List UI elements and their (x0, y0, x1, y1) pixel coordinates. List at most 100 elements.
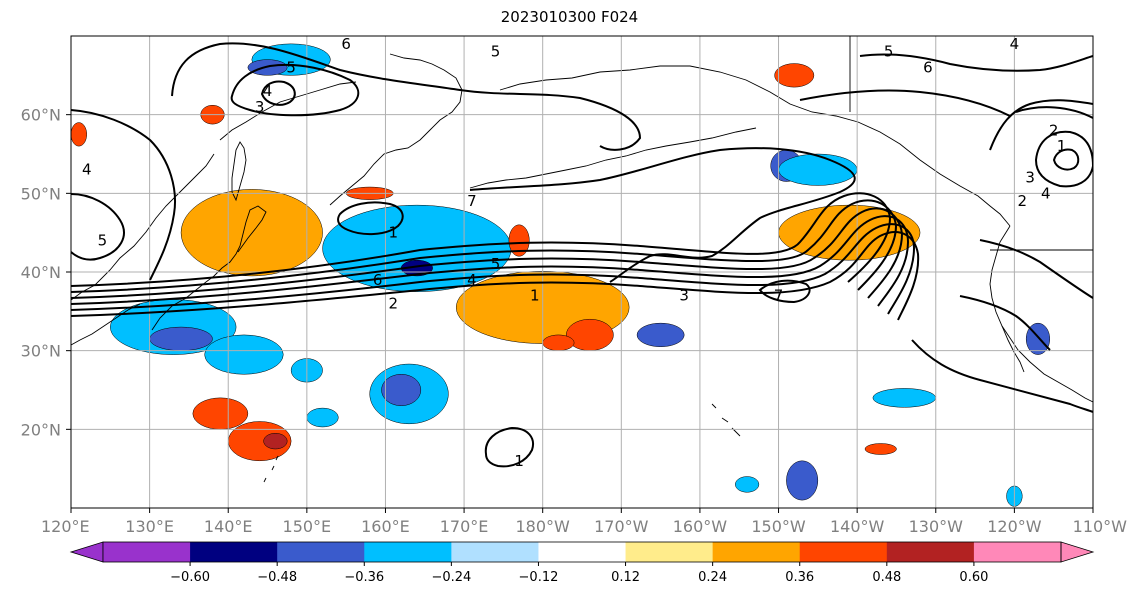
shade-south-red-b (263, 433, 288, 450)
contour-label-22: 3 (679, 287, 689, 305)
coastline-guam-chain (263, 455, 279, 483)
contour-label-23: 7 (774, 287, 784, 305)
contour-label-21: 2 (389, 294, 399, 312)
lat-tick-label-0: 20°N (21, 420, 61, 439)
colorbar-label-8: 0.48 (872, 570, 901, 585)
shade-sw-blue (872, 388, 937, 408)
colorbar-label-3: −0.24 (431, 570, 471, 585)
lon-tick-label-5: 170°E (440, 517, 489, 536)
colorbar-label-4: −0.12 (519, 570, 559, 585)
lon-tick-label-7: 170°W (594, 517, 649, 536)
shade-japan-blue-core (149, 326, 213, 351)
contour-north-pacific (171, 42, 642, 151)
shade-se-blue (786, 460, 819, 501)
contour-east-2 (989, 99, 1093, 151)
shade-mid-orange-small (508, 224, 530, 257)
contour-label-2: 4 (263, 82, 273, 100)
lat-tick-label-2: 40°N (21, 263, 61, 282)
shade-nw-orange (71, 122, 87, 147)
latitude-ticks: 20°N 30°N 40°N 50°N 60°N (21, 106, 71, 439)
coastline-okhotsk (219, 81, 357, 141)
contour-label-15: 7 (467, 192, 477, 210)
lon-tick-label-6: 180°W (516, 517, 571, 536)
colorbar-bin-10 (973, 542, 1062, 562)
shade-east-orange-b (542, 334, 575, 351)
lon-tick-label-2: 140°E (204, 517, 253, 536)
contour-label-18: 5 (491, 255, 501, 273)
colorbar-label-5: 0.12 (611, 570, 640, 585)
colorbar-bin-9 (886, 542, 975, 562)
contour-jet-5 (71, 199, 898, 293)
contour-east-low (1034, 130, 1093, 188)
coastline-sakhalin (231, 141, 247, 202)
colorbar-bin-4 (451, 542, 539, 562)
coastline-north-america (989, 225, 1093, 403)
contour-label-11: 4 (1041, 184, 1051, 202)
colorbar-extend-low (69, 541, 104, 563)
contour-west (71, 193, 125, 261)
lon-tick-label-4: 160°E (361, 517, 410, 536)
colorbar-label-9: 0.60 (959, 570, 988, 585)
colorbar-bin-3 (364, 542, 452, 562)
coastline-aleutians (469, 127, 757, 189)
contour-label-24: 1 (514, 452, 524, 470)
contour-alaska-2 (799, 89, 1011, 117)
contour-aleutian-low (337, 201, 404, 236)
contour-east-trough-3 (979, 239, 1093, 299)
lon-tick-label-12: 120°W (987, 517, 1042, 536)
contour-label-0: 6 (341, 35, 351, 53)
shade-alaska-orange (774, 63, 815, 88)
coastline-japan (151, 205, 267, 331)
lon-tick-label-3: 150°E (283, 517, 332, 536)
contour-label-12: 2 (1017, 192, 1027, 210)
contour-label-20: 1 (530, 287, 540, 305)
lat-tick-label-1: 30°N (21, 342, 61, 361)
map-title: 2023010300 F024 (500, 8, 639, 26)
lon-tick-label-10: 140°W (830, 517, 885, 536)
contour-kamchatka-low (230, 63, 360, 117)
colorbar-bin-8 (799, 542, 888, 562)
coastline-asia-mainland (71, 153, 215, 301)
lon-tick-label-8: 160°W (673, 517, 728, 536)
shade-npac-blue-b (778, 153, 858, 186)
colorbar: −0.60 −0.48 −0.36 −0.24 −0.12 0.12 0.24 0.36 0.4… (69, 541, 1095, 585)
contour-label-13: 4 (82, 161, 92, 179)
contour-alaska (859, 53, 1093, 72)
contour-jet-2 (71, 223, 916, 315)
shade-se-blue-small (735, 476, 760, 493)
lon-tick-label-9: 150°W (751, 517, 806, 536)
shade-east-orange-a (566, 318, 614, 351)
contour-label-17: 6 (373, 271, 383, 289)
shade-se-orange (864, 443, 897, 455)
coastlines (71, 36, 1093, 483)
colorbar-label-2: −0.36 (344, 570, 384, 585)
contour-label-8: 2 (1049, 121, 1059, 139)
colorbar-extend-high (1060, 541, 1095, 563)
contour-label-5: 5 (884, 43, 894, 61)
contour-label-16: 1 (389, 224, 399, 242)
lon-tick-label-0: 120°E (41, 517, 90, 536)
contour-east-1 (1015, 106, 1093, 119)
contour-label-3: 3 (255, 98, 265, 116)
contour-east-trough-2 (959, 295, 1051, 351)
colorbar-label-6: 0.24 (698, 570, 727, 585)
contour-label-1: 5 (286, 58, 296, 76)
contour-kamchatka-low-inner (260, 80, 296, 106)
shade-central-blue-core (381, 374, 422, 406)
colorbar-frame (102, 541, 1062, 563)
colorbar-label-0: −0.60 (170, 570, 210, 585)
contour-pacific-high (469, 147, 856, 283)
shade-japan-blue-tail (204, 334, 284, 375)
coastline-china (71, 303, 141, 346)
colorbar-bin-6 (625, 542, 714, 562)
shade-south-orange (192, 397, 249, 430)
lat-tick-label-4: 60°N (21, 106, 61, 125)
colorbar-bin-7 (712, 542, 801, 562)
colorbar-bin-2 (277, 542, 365, 562)
contour-label-4: 5 (491, 43, 501, 61)
colorbar-label-1: −0.48 (257, 570, 297, 585)
lat-tick-label-3: 50°N (21, 184, 61, 203)
contour-east-low-inner (1052, 148, 1080, 171)
